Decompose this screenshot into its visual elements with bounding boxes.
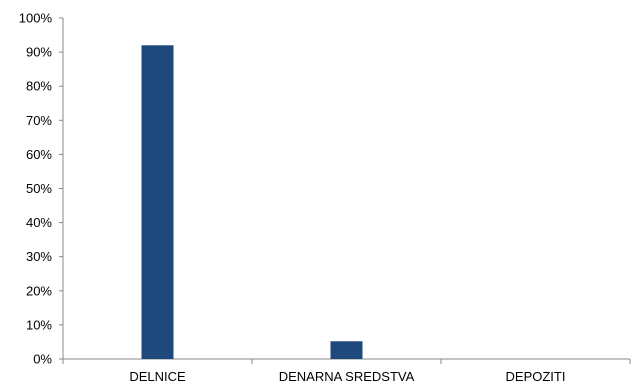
y-tick-label: 20% [26, 283, 52, 298]
y-tick-label: 40% [26, 215, 52, 230]
bar-denarna-sredstva [330, 341, 363, 359]
x-tick-label: DENARNA SREDSTVA [279, 369, 415, 383]
x-tick-label: DEPOZITI [506, 369, 566, 383]
x-tick-label: DELNICE [129, 369, 186, 383]
y-tick-label: 10% [26, 317, 52, 332]
y-tick-label: 30% [26, 249, 52, 264]
y-axis: 0% 10% 20% 30% 40% 50% 60% 70% 80% 90% 100% [19, 11, 64, 367]
x-axis: DELNICE DENARNA SREDSTVA DEPOZITI [62, 358, 631, 384]
y-tick-label: 70% [26, 113, 52, 128]
y-tick-label: 80% [26, 79, 52, 94]
y-tick-label: 60% [26, 147, 52, 162]
y-tick-label: 90% [26, 45, 52, 60]
bar-delnice [141, 45, 174, 359]
y-tick-label: 0% [33, 352, 52, 367]
y-tick-label: 50% [26, 181, 52, 196]
bars [141, 45, 363, 359]
y-tick-label: 100% [19, 11, 53, 26]
